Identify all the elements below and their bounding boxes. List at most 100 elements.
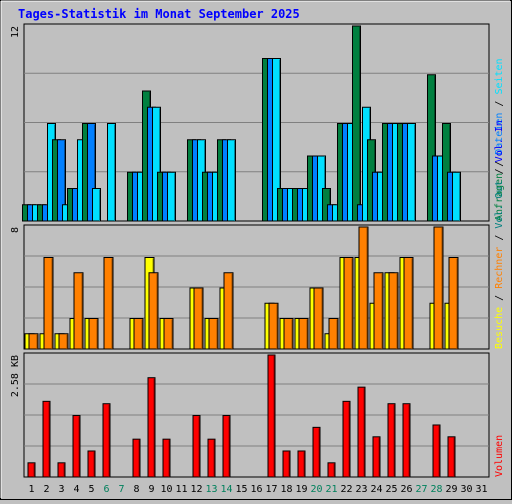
bar-rechner-day-21	[328, 318, 339, 350]
bar-seiten-day-14	[227, 139, 236, 222]
bar-seiten-day-10	[167, 171, 176, 222]
bar-seiten-day-6	[107, 123, 116, 222]
bar-volumen-day-1	[27, 462, 36, 478]
panel-top-ymax-label: 12	[10, 26, 21, 38]
bar-volumen-day-9	[147, 377, 156, 478]
bar-rechner-day-8	[133, 318, 144, 350]
day-label-20: 20	[310, 484, 322, 495]
bar-rechner-day-20	[313, 287, 324, 350]
bar-seiten-day-9	[152, 106, 161, 222]
day-label-3: 3	[58, 484, 64, 495]
bar-rechner-day-14	[223, 272, 234, 350]
bar-anfragen-day-23	[352, 25, 361, 222]
side-labels: Anfragen / Dateien / Seiten Besuche / Rec…	[494, 58, 505, 477]
day-label-4: 4	[73, 484, 79, 495]
bar-rechner-day-5	[88, 318, 99, 350]
bar-rechner-day-10	[163, 318, 174, 350]
day-label-27: 27	[415, 484, 427, 495]
bar-rechner-day-17	[268, 302, 279, 350]
bar-seiten-day-5	[92, 188, 101, 222]
bar-volumen-day-25	[387, 403, 396, 478]
side-legend-middle-part: Rechner	[494, 247, 505, 289]
bar-rechner-day-24	[373, 272, 384, 350]
bar-volumen-day-3	[57, 462, 66, 478]
bar-volumen-day-24	[372, 436, 381, 478]
day-label-24: 24	[370, 484, 382, 495]
bar-volumen-day-13	[207, 438, 216, 478]
bar-rechner-day-18	[283, 318, 294, 350]
bar-rechner-day-19	[298, 318, 309, 350]
bar-volumen-day-2	[42, 400, 51, 478]
day-labels: 1 2 3 4 5 6 7 8 9 10 11 12 13 14 15 16 17 18 19 20 21 22 23 24 2…	[28, 484, 487, 495]
bar-volumen-day-29	[447, 436, 456, 478]
day-label-15: 15	[235, 484, 247, 495]
bar-rechner-day-1	[28, 333, 39, 350]
bar-volumen-day-26	[402, 403, 411, 478]
bar-rechner-day-2	[43, 257, 54, 350]
bar-volumen-day-20	[312, 426, 321, 478]
day-label-23: 23	[355, 484, 367, 495]
bar-rechner-day-4	[73, 272, 84, 350]
day-label-16: 16	[250, 484, 262, 495]
day-label-10: 10	[160, 484, 172, 495]
side-legend-top-part: Seiten	[494, 58, 505, 94]
side-legend-top-part: Anfragen	[494, 173, 505, 221]
panel-bottom-ymax-label: 2.58 KB	[10, 355, 21, 397]
side-legend-middle: Besuche / Rechner / Vol. Out / Vol. In	[494, 120, 505, 349]
bar-dateien-day-5	[87, 123, 96, 222]
side-legend-top-part: /	[494, 95, 505, 113]
bar-volumen-day-6	[102, 403, 111, 478]
bar-rechner-day-13	[208, 318, 219, 350]
bar-rechner-day-9	[148, 272, 159, 350]
side-legend-middle-part: /	[494, 229, 505, 247]
bar-volumen-day-21	[327, 462, 336, 478]
bar-anfragen-day-28	[427, 74, 436, 222]
bar-rechner-day-23	[358, 226, 369, 350]
bar-rechner-day-6	[103, 257, 114, 350]
bar-volumen-day-10	[162, 438, 171, 478]
day-label-1: 1	[28, 484, 34, 495]
day-label-31: 31	[475, 484, 487, 495]
day-label-17: 17	[265, 484, 277, 495]
side-legend-middle-part: Besuche	[494, 307, 505, 349]
bar-seiten-day-29	[452, 171, 461, 222]
bar-volumen-day-23	[357, 386, 366, 478]
panels-group: 12 8 2.58 KB	[10, 23, 490, 478]
bar-rechner-day-12	[193, 287, 204, 350]
bar-volumen-day-8	[132, 438, 141, 478]
bar-volumen-day-28	[432, 424, 441, 478]
day-label-28: 28	[430, 484, 442, 495]
day-label-6: 6	[103, 484, 109, 495]
day-label-5: 5	[88, 484, 94, 495]
side-legend-bottom-part: Volumen	[494, 435, 505, 477]
day-label-18: 18	[280, 484, 292, 495]
day-label-25: 25	[385, 484, 397, 495]
day-label-22: 22	[340, 484, 352, 495]
bar-rechner-day-25	[388, 272, 399, 350]
panel-middle-ymax-label: 8	[10, 227, 21, 233]
side-legend-top-part: Dateien	[494, 113, 505, 155]
bar-volumen-day-4	[72, 415, 81, 478]
bar-rechner-day-22	[343, 257, 354, 350]
bar-volumen-day-12	[192, 415, 201, 478]
day-label-8: 8	[133, 484, 139, 495]
side-legend-middle-part: Vol. Out	[494, 180, 505, 228]
bar-seiten-day-26	[407, 123, 416, 222]
day-label-7: 7	[118, 484, 124, 495]
day-label-29: 29	[445, 484, 457, 495]
side-legend-middle-part: /	[494, 162, 505, 180]
bar-volumen-day-18	[282, 450, 291, 478]
bar-rechner-day-28	[433, 226, 444, 350]
day-label-14: 14	[220, 484, 232, 495]
day-label-21: 21	[325, 484, 337, 495]
bar-volumen-day-14	[222, 415, 231, 478]
day-label-2: 2	[43, 484, 49, 495]
bar-seiten-day-17	[272, 58, 281, 222]
day-label-11: 11	[175, 484, 187, 495]
day-label-13: 13	[205, 484, 217, 495]
side-legend-top-part: /	[494, 155, 505, 173]
bar-rechner-day-3	[58, 333, 69, 350]
bar-dateien-day-3	[57, 139, 66, 222]
